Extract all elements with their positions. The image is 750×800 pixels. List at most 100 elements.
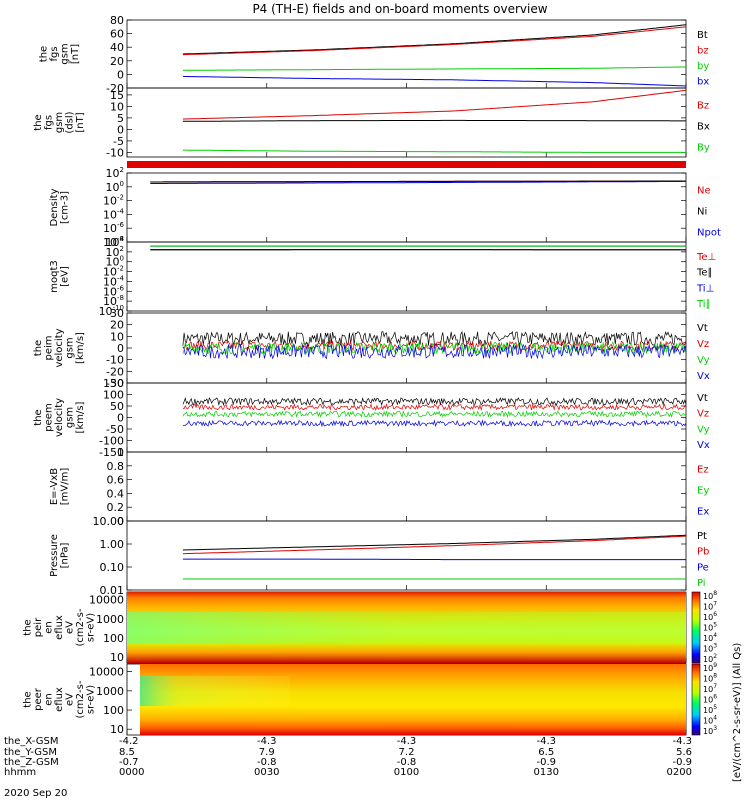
peir-colorbar	[691, 591, 701, 664]
y-axis-label: [nT]	[70, 44, 81, 64]
legend-Vz: Vz	[697, 409, 709, 420]
series-Pe	[182, 558, 686, 561]
legend-Te⊥: Te⊥	[696, 252, 716, 263]
series-bx	[182, 75, 687, 87]
y-tick-label: 5	[117, 112, 124, 125]
y-tick-label: 10-6	[103, 221, 125, 235]
x-tick-value: -0.8	[397, 757, 417, 768]
colorbar-tick-label: 105	[703, 704, 717, 715]
y-axis-label: E=-VxB	[49, 468, 60, 505]
colorbar-tick-label: 104	[703, 715, 717, 726]
x-row-label: hhmm	[4, 767, 36, 778]
colorbar-tick-label: 108	[703, 673, 717, 684]
panel-electric-field: 10.80.60.40.20 E=-VxB [mV/m] Ez Ey Ex	[49, 446, 710, 528]
y-axis-label: the	[23, 691, 34, 707]
y-tick-label: 0	[117, 412, 124, 425]
y-tick-label: 0.2	[107, 501, 125, 514]
x-tick-value: 7.2	[399, 747, 415, 758]
legend-Vx: Vx	[697, 440, 710, 451]
legend-Pt: Pt	[697, 531, 707, 542]
x-tick-value: -4.3	[536, 736, 556, 747]
y-tick-label: -20	[106, 365, 124, 378]
y-axis-label: gsm	[59, 43, 70, 64]
y-axis-label: (cm2-s-	[75, 680, 86, 718]
legend-Vt: Vt	[697, 323, 708, 334]
y-axis-label: [nPa]	[59, 542, 70, 568]
y-tick-label: 0.4	[107, 487, 125, 500]
peer-spectrogram-band	[140, 676, 290, 706]
y-tick-label: 0	[117, 342, 124, 355]
y-tick-label: -30	[106, 377, 124, 390]
colorbar-tick-label: 106	[703, 611, 717, 622]
colorbar-tick-label: 105	[703, 622, 717, 633]
y-tick-label: 100	[103, 704, 124, 717]
legend-bz: bz	[697, 45, 709, 56]
legend-Vt: Vt	[697, 393, 708, 404]
x-tick-value: -4.2	[119, 736, 139, 747]
panel-frame	[126, 382, 687, 453]
y-tick-label: 10000	[89, 666, 124, 679]
series-Pb	[182, 535, 687, 555]
y-tick-label: 30	[110, 307, 124, 320]
y-tick-label: -50	[106, 423, 124, 436]
y-axis-label: Pressure	[49, 534, 60, 577]
y-tick-label: 0	[117, 123, 124, 136]
y-tick-label: 10-2	[103, 194, 124, 208]
y-tick-label: 0.6	[107, 474, 125, 487]
y-axis-label: the	[33, 114, 44, 130]
colorbar-label: [eV/(cm^2-s-sr-eV)] (All Qs)	[732, 643, 743, 782]
legend-Pe: Pe	[697, 562, 709, 573]
x-tick-value: -0.8	[257, 757, 277, 768]
series-Vz	[182, 403, 687, 412]
legend-Ez: Ez	[697, 465, 709, 476]
legend-Bz: Bz	[697, 101, 709, 112]
y-axis-label: velocity	[54, 328, 65, 367]
y-tick-label: -10	[106, 146, 124, 159]
x-tick-value: 0200	[667, 767, 692, 778]
panel-frame	[126, 520, 687, 591]
series-Pt	[182, 534, 687, 551]
series-Vy	[182, 410, 687, 419]
x-axis-labels: the_X-GSMthe_Y-GSMthe_Z-GSMhhmm-4.28.5-0…	[4, 736, 692, 778]
y-axis-label: eflux	[54, 615, 65, 640]
colorbar-tick-label: 108	[703, 590, 717, 601]
y-axis-label: fgs	[49, 46, 60, 61]
y-axis-label: peim	[44, 335, 55, 360]
y-axis-label: the	[33, 340, 44, 356]
y-tick-label: -10	[106, 354, 124, 367]
y-tick-label: 1	[117, 446, 124, 459]
series-By	[182, 149, 686, 153]
spectrogram-panels	[127, 592, 686, 735]
y-tick-label: 100	[106, 180, 124, 194]
date-label: 2020 Sep 20	[4, 788, 67, 799]
y-tick-label: 1000	[96, 685, 124, 698]
y-tick-label: 10000	[89, 594, 124, 607]
series-Bz	[182, 89, 687, 120]
peir-spectrogram-band	[127, 612, 686, 644]
y-axis-label: eV	[65, 693, 76, 706]
y-axis-label: eV	[65, 621, 76, 634]
series-Npot	[150, 180, 686, 184]
y-tick-label: 10.00	[93, 515, 125, 528]
y-axis-label: peir	[33, 617, 44, 637]
y-tick-label: 15	[110, 89, 124, 102]
legend-bx: bx	[697, 76, 709, 87]
legend-Vy: Vy	[697, 424, 710, 435]
legend-Bx: Bx	[697, 122, 710, 133]
x-tick-value: -0.7	[119, 757, 139, 768]
y-tick-label: 60	[110, 28, 124, 41]
panel-pressure: 10.00 1.00 0.10 0.01 Pressure [nPa] Pt Pb Pe Pi	[49, 515, 710, 597]
legend-Ne: Ne	[697, 186, 711, 197]
y-tick-label: 10	[110, 330, 124, 343]
y-axis-label: en	[44, 621, 55, 634]
colorbar-tick-label: 107	[703, 683, 717, 694]
y-tick-label: 40	[110, 41, 124, 54]
y-tick-label: -100	[99, 435, 124, 448]
y-axis-label: the	[33, 409, 44, 425]
legend-By: By	[697, 143, 710, 154]
y-axis-label: sr-eV)	[86, 613, 97, 642]
plot-title: P4 (TH-E) fields and on-board moments ov…	[252, 2, 547, 16]
